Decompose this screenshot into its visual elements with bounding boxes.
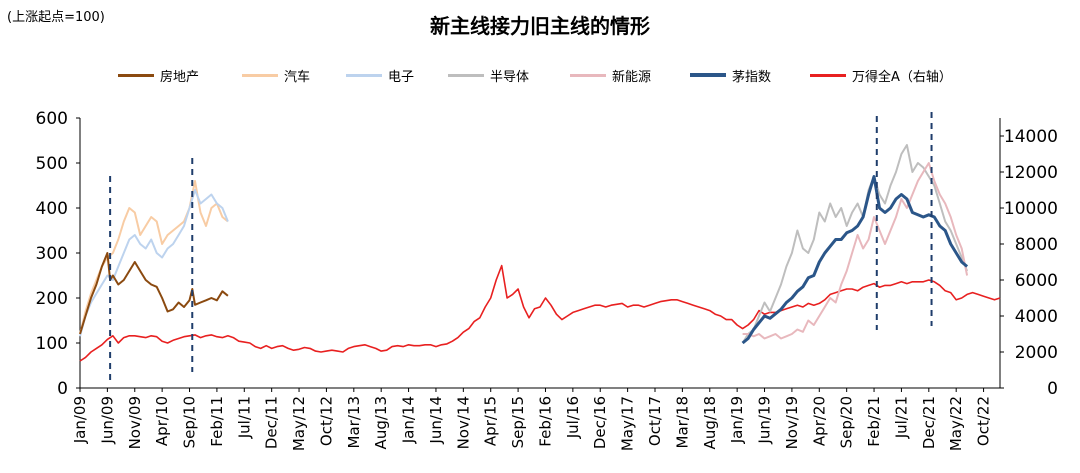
right-tick-label: 2000 (1015, 343, 1058, 363)
chart-series (79, 144, 1001, 362)
x-tick-label: Jul/16 (564, 396, 582, 439)
left-tick-label: 500 (36, 154, 68, 174)
x-tick-label: Mar/18 (673, 396, 691, 448)
x-tick-label: Nov/14 (454, 396, 472, 449)
left-tick-label: 100 (36, 334, 68, 354)
left-tick-label: 0 (57, 379, 68, 399)
x-tick-label: May/12 (290, 396, 308, 451)
legend-label: 新能源 (612, 70, 652, 85)
series-line-0 (79, 252, 229, 335)
x-tick-label: Apr/10 (153, 396, 171, 446)
legend-swatch (448, 74, 484, 77)
x-tick-label: Feb/21 (865, 396, 883, 447)
x-tick-label: Dec/11 (263, 396, 281, 449)
x-tick-label: Dec/21 (920, 396, 938, 449)
x-tick-label: Jun/14 (427, 396, 445, 445)
legend-label: 万得全A（右轴） (852, 70, 952, 85)
x-tick-label: Jun/19 (756, 396, 774, 445)
x-tick-label: Apr/20 (810, 396, 828, 446)
x-tick-label: Feb/11 (208, 396, 226, 447)
x-tick-label: Dec/16 (591, 396, 609, 449)
left-tick-label: 300 (36, 244, 68, 264)
series-line-4 (742, 162, 969, 340)
x-tick-label: Oct/22 (975, 396, 993, 446)
x-tick-label: Oct/17 (646, 396, 664, 446)
legend-label: 半导体 (490, 70, 530, 85)
x-tick-label: Jan/19 (728, 396, 746, 444)
legend-label: 电子 (388, 70, 415, 85)
x-tick-label: Feb/16 (536, 396, 554, 447)
right-tick-label: 8000 (1015, 235, 1058, 255)
legend-label: 茅指数 (732, 70, 772, 85)
x-tick-label: Sep/20 (838, 396, 856, 448)
x-tick-label: Nov/09 (126, 396, 144, 449)
legend-label: 汽车 (284, 70, 311, 85)
legend-label: 房地产 (160, 70, 200, 85)
legend-swatch (242, 74, 278, 77)
legend-swatch (690, 73, 726, 77)
legend-swatch (118, 74, 154, 77)
x-tick-label: Aug/13 (372, 396, 390, 449)
right-tick-label: 0 (1047, 379, 1058, 399)
x-tick-label: Apr/15 (482, 396, 500, 446)
right-tick-label: 4000 (1015, 307, 1058, 327)
series-line-5 (741, 175, 969, 345)
x-tick-label: May/17 (619, 396, 637, 451)
left-tick-label: 600 (36, 109, 68, 129)
x-tick-label: Jan/14 (400, 396, 418, 444)
chart-reference-lines (109, 112, 933, 384)
series-line-2 (79, 189, 229, 337)
x-tick-label: Aug/18 (701, 396, 719, 449)
left-tick-label: 200 (36, 289, 68, 309)
x-tick-label: Jul/21 (892, 396, 910, 439)
x-tick-label: Sep/15 (509, 396, 527, 448)
left-tick-label: 400 (36, 199, 68, 219)
x-tick-label: May/22 (947, 396, 965, 451)
right-tick-label: 12000 (1004, 163, 1058, 183)
series-line-1 (79, 180, 229, 335)
x-tick-label: Nov/19 (783, 396, 801, 449)
x-tick-label: Sep/10 (181, 396, 199, 448)
right-tick-label: 14000 (1004, 127, 1058, 147)
x-tick-label: Jul/11 (235, 396, 253, 439)
base-note: (上涨起点=100) (7, 10, 105, 25)
legend-swatch (570, 74, 606, 77)
x-tick-label: Mar/13 (345, 396, 363, 448)
x-tick-label: Oct/12 (317, 396, 335, 446)
x-tick-label: Jan/09 (71, 396, 89, 444)
legend-swatch (810, 74, 846, 77)
series-line-3 (741, 144, 969, 344)
chart-axes: 0100200300400500600020004000600080001000… (36, 109, 1058, 451)
chart-title: 新主线接力旧主线的情形 (430, 14, 650, 38)
series-line-6 (79, 264, 1001, 362)
right-tick-label: 10000 (1004, 199, 1058, 219)
right-tick-label: 6000 (1015, 271, 1058, 291)
legend-swatch (346, 74, 382, 77)
x-tick-label: Jun/09 (98, 396, 116, 445)
